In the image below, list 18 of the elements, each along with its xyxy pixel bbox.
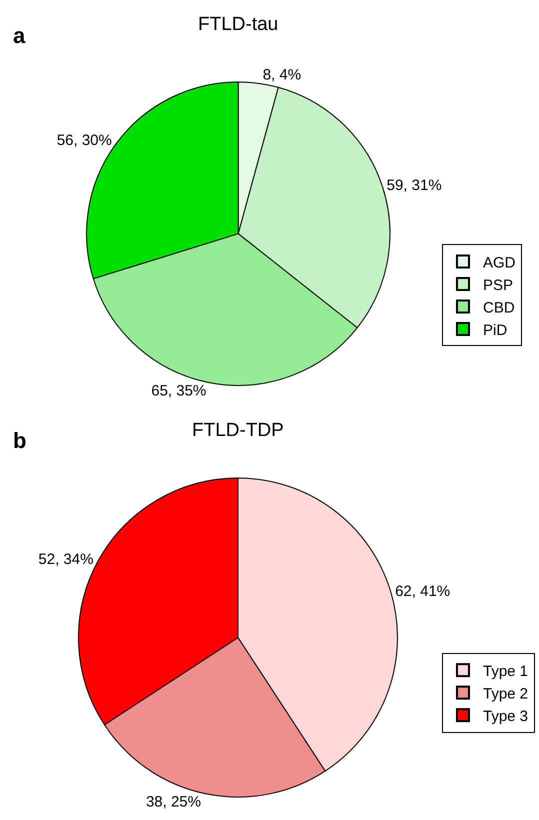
data-label: 65, 35% [151, 382, 206, 400]
data-label: 59, 31% [386, 177, 442, 194]
legend-label: CBD [482, 299, 515, 316]
data-label: 38, 25% [146, 793, 201, 810]
data-label: 62, 41% [395, 582, 450, 600]
chart-title: FTLD-tau [198, 14, 278, 35]
legend-label: PSP [482, 276, 513, 294]
text: b [13, 428, 26, 453]
text: a [13, 23, 26, 48]
data-label: 8, 4% [262, 66, 302, 84]
legend-label: Type 3 [482, 708, 528, 725]
legend-label: PiD [482, 322, 508, 339]
legend-label: Type 2 [482, 686, 528, 702]
data-label: 56, 30% [56, 132, 112, 150]
legend-label: Type 1 [482, 663, 528, 680]
legend-label: AGD [482, 254, 516, 272]
chart-title: FTLD-TDP [192, 420, 284, 441]
data-label: 52, 34% [38, 551, 94, 568]
